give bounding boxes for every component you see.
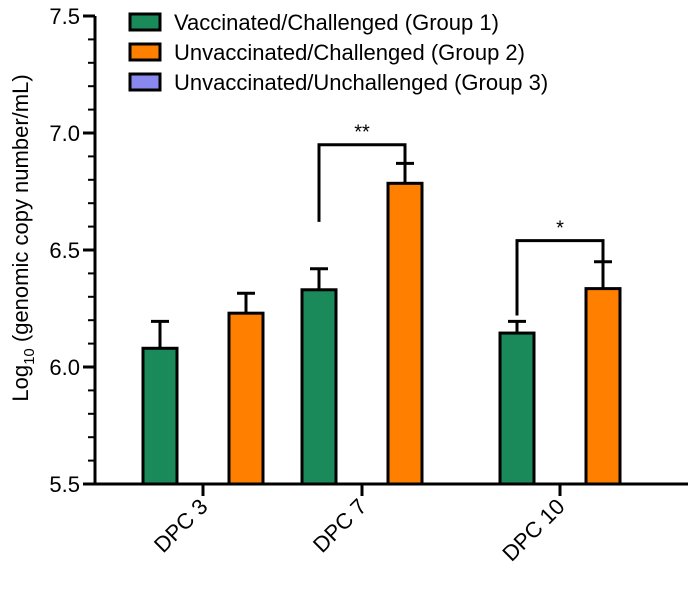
legend-swatch <box>128 12 162 32</box>
bar <box>300 288 338 486</box>
y-axis: 5.5 6.0 6.5 7.0 7.5 <box>49 4 97 497</box>
category-label: DPC 7 <box>308 494 371 557</box>
legend-swatch <box>128 42 162 62</box>
category-label: DPC 3 <box>149 494 212 557</box>
x-ticks: DPC 3 DPC 7 DPC 10 <box>149 484 570 566</box>
bar <box>584 287 622 486</box>
y-tick-label: 7.0 <box>49 121 80 146</box>
significance-bracket <box>515 239 605 316</box>
significance-label: ** <box>354 122 370 144</box>
y-tick-label: 7.5 <box>49 4 80 29</box>
y-tick-label: 5.5 <box>49 472 80 497</box>
bar <box>386 181 424 486</box>
significance-label: * <box>556 218 564 240</box>
y-axis-label: Log10 (genomic copy number/mL) <box>8 74 38 401</box>
legend-label: Unvaccinated/Challenged (Group 2) <box>174 40 525 65</box>
legend-label: Unvaccinated/Unchallenged (Group 3) <box>174 70 548 95</box>
x-axis: DPC 3 DPC 7 DPC 10 <box>93 482 688 566</box>
significance-brackets: *** <box>317 122 605 316</box>
bar <box>498 331 536 486</box>
bars <box>141 161 622 486</box>
y-axis-label-subscript: 10 <box>21 348 38 365</box>
bar <box>227 311 265 486</box>
y-axis-label-rest: (genomic copy number/mL) <box>8 74 33 348</box>
significance-bracket <box>317 143 407 222</box>
y-tick-label: 6.5 <box>49 238 80 263</box>
category-label: DPC 10 <box>497 494 569 566</box>
bar <box>141 346 179 486</box>
legend-swatch <box>128 72 162 92</box>
legend: Vaccinated/Challenged (Group 1) Unvaccina… <box>128 10 548 95</box>
legend-label: Vaccinated/Challenged (Group 1) <box>174 10 499 35</box>
y-ticks: 5.5 6.0 6.5 7.0 7.5 <box>49 4 95 497</box>
y-axis-label-main: Log <box>8 365 33 402</box>
y-tick-label: 6.0 <box>49 355 80 380</box>
